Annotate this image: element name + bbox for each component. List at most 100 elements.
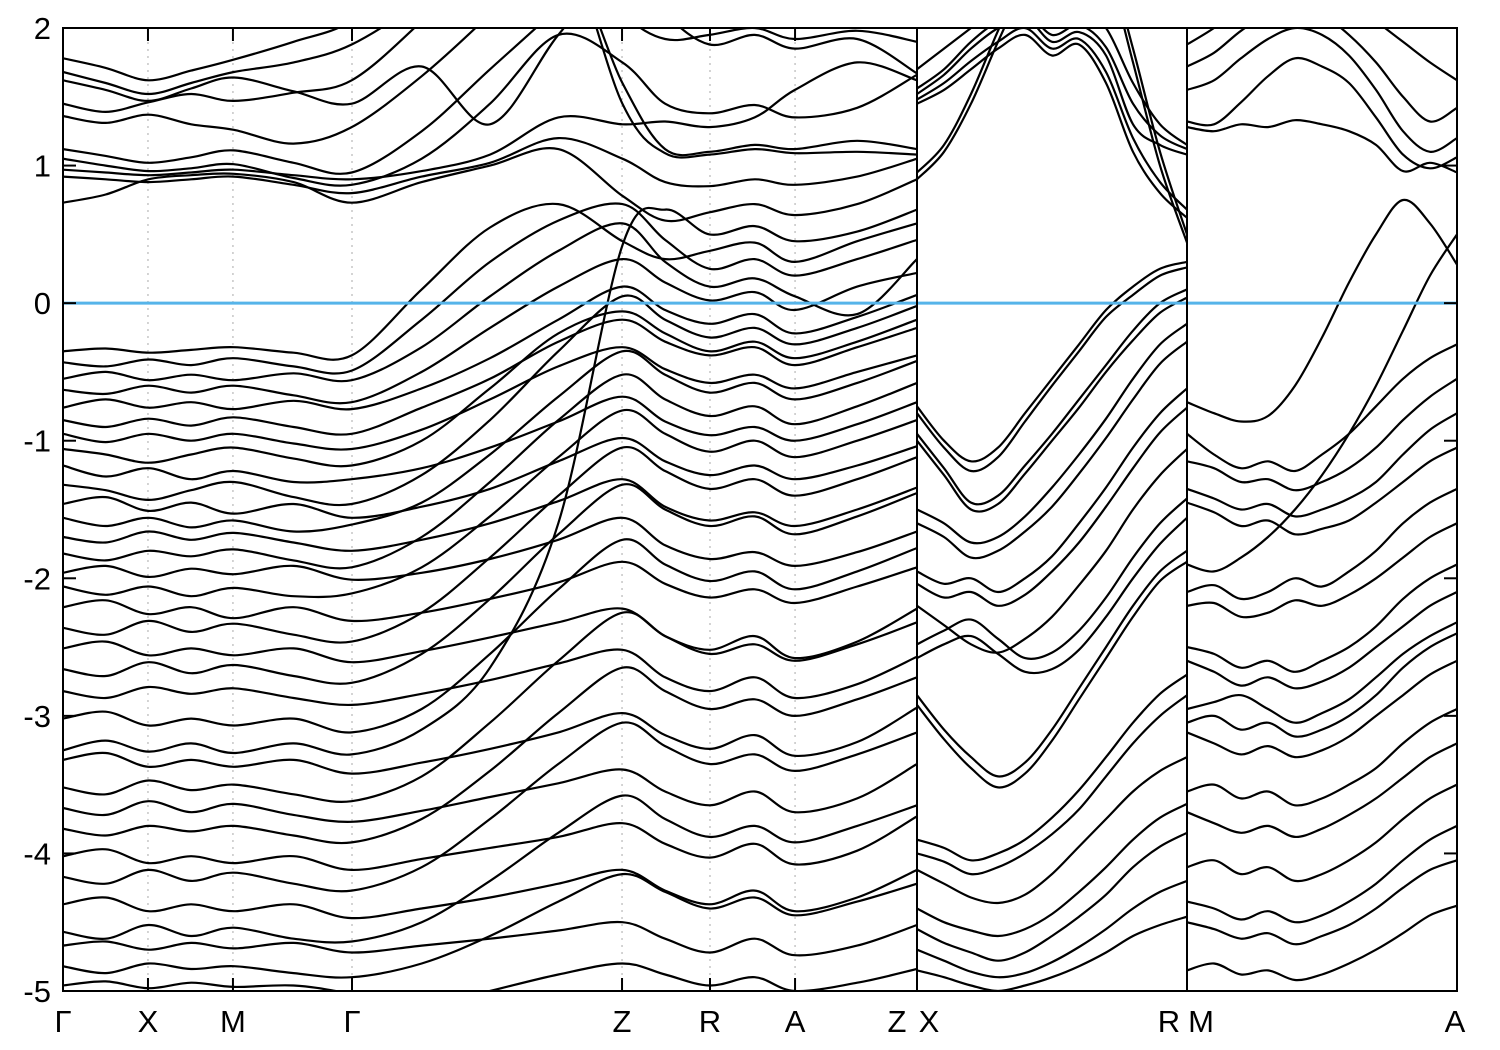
band-curve (63, 962, 917, 991)
band-curve (917, 549, 1187, 778)
band-curve (63, 202, 917, 375)
band-curve (1187, 783, 1457, 883)
band-curve (63, 436, 917, 519)
panel-bands-X-R (917, 28, 1187, 991)
band-curve (1187, 590, 1457, 690)
band-curve (1187, 707, 1457, 807)
band-curve (917, 28, 1187, 236)
band-curve (1187, 563, 1457, 673)
band-curve (63, 206, 917, 756)
x-tick-label: X (919, 1004, 940, 1039)
band-curve (63, 721, 917, 893)
x-tick-label: A (785, 1004, 806, 1039)
band-curve (917, 831, 1187, 962)
band-curve (917, 756, 1187, 905)
x-tick-label: R (1158, 1004, 1180, 1039)
band-curve (63, 28, 917, 159)
band-curve (917, 33, 1187, 219)
band-curve (63, 346, 917, 451)
x-tick-label: Z (888, 1004, 907, 1039)
band-curve (1187, 377, 1457, 492)
band-curve (917, 387, 1187, 594)
y-tick-label: -1 (23, 424, 51, 459)
x-tick-label: Z (613, 1004, 632, 1039)
band-curve (63, 285, 917, 411)
band-curve (917, 28, 1187, 151)
band-curve (63, 28, 917, 157)
band-curve (63, 318, 917, 436)
band-curve (63, 483, 917, 685)
band-curve (917, 879, 1187, 979)
band-curve (63, 408, 917, 599)
band-curve (917, 288, 1187, 506)
band-curve (917, 28, 1187, 146)
x-tick-label: M (220, 1004, 246, 1039)
y-tick-label: 2 (34, 11, 51, 46)
x-tick-label: Γ (343, 1004, 360, 1039)
band-curve (63, 222, 917, 383)
band-curve (1187, 28, 1457, 82)
band-curve (63, 257, 917, 405)
x-tick-label: M (1188, 1004, 1214, 1039)
band-curve (1187, 742, 1457, 839)
band-curve (1187, 28, 1457, 123)
panel-border-M-A (1186, 27, 1458, 992)
band-curve (63, 32, 917, 187)
band-curve (917, 260, 1187, 463)
x-tick-label: A (1445, 1004, 1466, 1039)
band-curve (917, 322, 1187, 545)
band-curve (63, 815, 917, 872)
band-curve (1187, 233, 1457, 573)
band-curve (917, 673, 1187, 862)
band-curve (63, 147, 917, 223)
band-curve (63, 28, 917, 126)
band-curve (63, 28, 538, 175)
band-curve (63, 478, 917, 552)
band-curve (1187, 632, 1457, 738)
band-curve (917, 28, 1187, 211)
band-curve (1187, 859, 1457, 946)
band-curve (63, 61, 917, 181)
panel-bands-G-X-M-G-Z-R-A-Z (63, 28, 917, 991)
band-curve (63, 868, 917, 920)
band-curve (917, 694, 1187, 876)
band-curve (63, 666, 917, 845)
band-curve (917, 516, 1187, 675)
band-curve (63, 136, 917, 195)
band-curve (917, 340, 1187, 560)
band-curve (1187, 904, 1457, 982)
band-curve (917, 296, 1187, 513)
band-curve (63, 310, 917, 468)
band-curve (63, 395, 917, 484)
band-curve (1187, 824, 1457, 924)
band-curve (1187, 487, 1457, 601)
band-curve (63, 920, 917, 957)
band-curve (1187, 621, 1457, 724)
band-curve (63, 28, 384, 96)
band-curve (1187, 659, 1457, 759)
band-curve (1187, 28, 1457, 153)
band-curve (63, 611, 917, 803)
band-curve (63, 706, 917, 775)
band-curve (63, 294, 917, 507)
y-tick-label: -3 (23, 699, 51, 734)
band-curve (1187, 522, 1457, 619)
band-curve (63, 446, 917, 644)
y-tick-label: 1 (34, 149, 51, 184)
band-curve (917, 497, 1187, 660)
band-curve (63, 373, 917, 570)
y-tick-label: 0 (34, 286, 51, 321)
x-tick-label: R (699, 1004, 721, 1039)
band-curve (1187, 198, 1457, 423)
x-tick-label: Γ (54, 1004, 71, 1039)
band-curve (917, 802, 1187, 938)
band-curve (917, 266, 1187, 473)
band-curve (917, 406, 1187, 607)
band-curve (917, 28, 1187, 244)
band-curve (1187, 446, 1457, 536)
band-curve (63, 349, 917, 533)
y-tick-label: -2 (23, 561, 51, 596)
band-curve (917, 915, 1187, 991)
